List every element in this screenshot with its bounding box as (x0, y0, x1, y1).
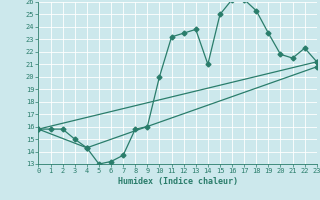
X-axis label: Humidex (Indice chaleur): Humidex (Indice chaleur) (118, 177, 238, 186)
